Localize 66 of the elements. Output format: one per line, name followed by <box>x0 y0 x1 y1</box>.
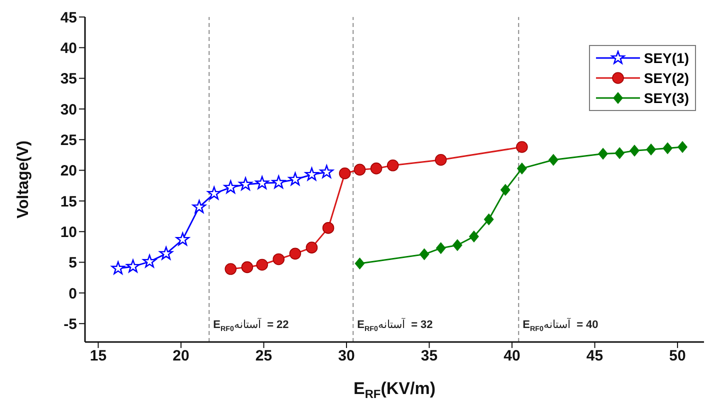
point <box>598 148 608 160</box>
point <box>500 184 510 196</box>
point <box>159 246 173 260</box>
y-tick-label: 0 <box>68 285 77 302</box>
y-tick-label: 35 <box>60 70 77 88</box>
x-tick-label: 50 <box>669 348 686 365</box>
y-tick-label: 45 <box>60 9 77 26</box>
point <box>176 232 190 246</box>
point <box>434 154 447 166</box>
x-tick-label: 25 <box>255 348 272 365</box>
point <box>452 239 462 252</box>
point <box>224 263 237 275</box>
point <box>272 175 286 188</box>
point <box>192 200 206 213</box>
point <box>354 258 365 270</box>
point <box>614 147 625 160</box>
point <box>304 167 319 180</box>
x-tick-label: 15 <box>90 348 107 365</box>
y-tick-label: 40 <box>60 40 77 57</box>
point <box>207 186 221 200</box>
y-axis-title: Voltage(V) <box>15 140 32 218</box>
x-tick-label: 20 <box>172 348 190 365</box>
y-tick-label: 25 <box>60 132 77 149</box>
y-tick-label: 30 <box>60 101 77 118</box>
y-tick-label: 20 <box>60 162 77 180</box>
point <box>516 162 527 174</box>
point <box>224 180 238 194</box>
point <box>306 242 318 254</box>
legend-label: SEY(2) <box>644 70 689 86</box>
point <box>255 176 269 190</box>
x-tick-label: 45 <box>586 348 604 365</box>
legend-label: SEY(3) <box>644 90 689 106</box>
point <box>289 248 302 260</box>
point <box>126 259 140 272</box>
point <box>142 254 156 268</box>
point <box>288 172 302 186</box>
point <box>677 141 688 153</box>
point <box>419 248 430 260</box>
point <box>320 164 334 178</box>
y-tick-label: -5 <box>64 316 77 333</box>
x-tick-label: 35 <box>420 348 438 365</box>
point <box>241 261 254 274</box>
y-tick-label: 5 <box>68 254 77 272</box>
point <box>354 164 366 176</box>
point <box>370 162 382 174</box>
point <box>238 177 252 190</box>
point <box>256 258 268 271</box>
point <box>548 154 558 166</box>
legend-label: SEY(1) <box>644 50 689 66</box>
point <box>322 222 334 234</box>
point <box>386 159 399 172</box>
point <box>468 230 479 243</box>
point <box>436 242 446 254</box>
x-tick-label: 40 <box>504 348 520 365</box>
point <box>516 141 528 153</box>
point <box>629 144 640 157</box>
point <box>111 261 125 274</box>
x-tick-label: 30 <box>338 348 355 365</box>
x-axis-title: E$_{RF}$(KV/m) <box>354 379 436 401</box>
y-tick-label: 15 <box>60 193 77 210</box>
point <box>484 213 494 226</box>
point <box>338 167 351 180</box>
point <box>662 142 673 154</box>
y-tick-label: 10 <box>60 224 77 241</box>
point <box>272 253 285 266</box>
point <box>646 143 656 156</box>
